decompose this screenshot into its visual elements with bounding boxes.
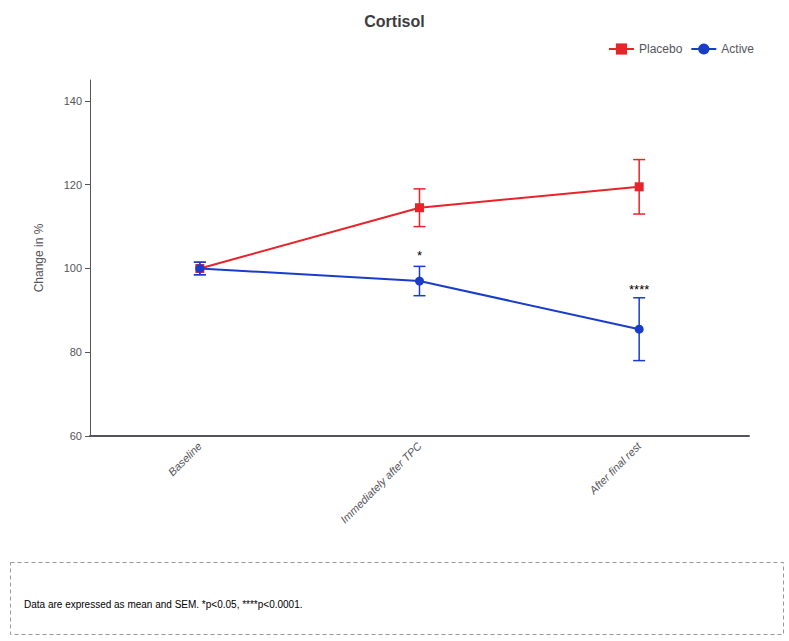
svg-text:140: 140 <box>64 95 82 107</box>
svg-text:After final rest: After final rest <box>586 439 644 497</box>
svg-text:*: * <box>417 248 422 263</box>
svg-text:Change in %: Change in % <box>32 223 46 292</box>
svg-text:Baseline: Baseline <box>166 440 204 478</box>
svg-text:Cortisol: Cortisol <box>364 13 424 30</box>
svg-text:Data are expressed as mean and: Data are expressed as mean and SEM. *p<0… <box>24 599 303 610</box>
svg-text:Placebo: Placebo <box>639 42 683 56</box>
svg-text:Active: Active <box>721 42 754 56</box>
svg-text:Immediately after TPC: Immediately after TPC <box>338 440 424 526</box>
svg-text:80: 80 <box>70 346 82 358</box>
svg-text:120: 120 <box>64 179 82 191</box>
svg-text:****: **** <box>629 282 649 297</box>
svg-text:60: 60 <box>70 430 82 442</box>
svg-text:100: 100 <box>64 262 82 274</box>
